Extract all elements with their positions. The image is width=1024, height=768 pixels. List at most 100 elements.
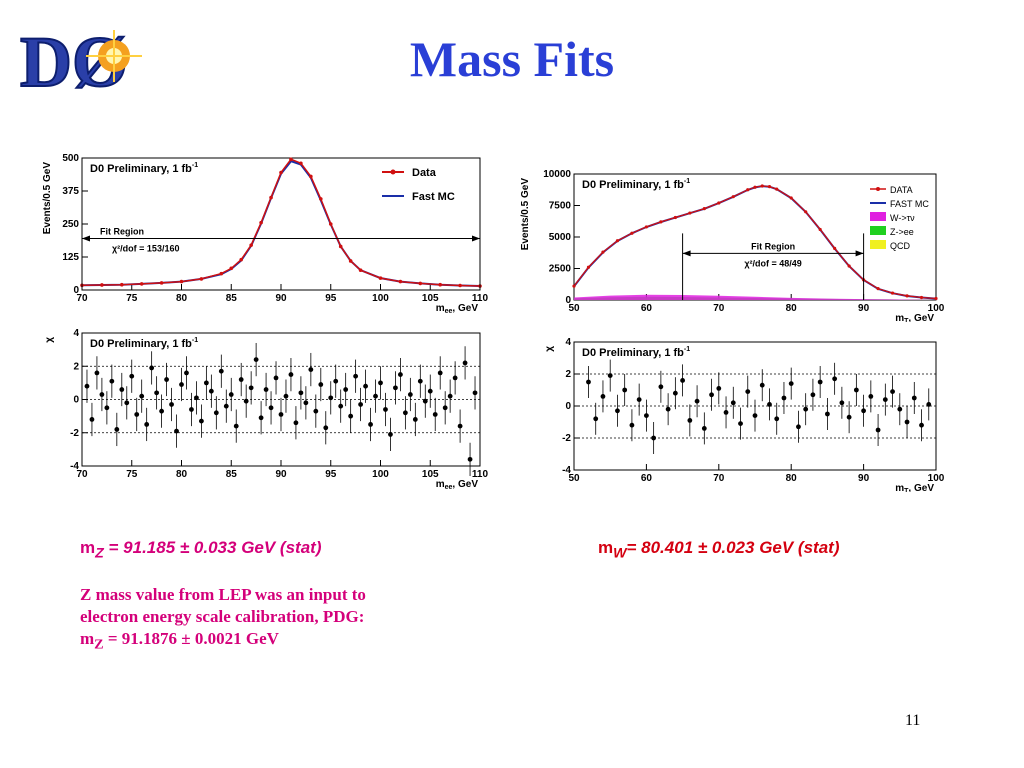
- chi-point: [164, 377, 169, 382]
- chi-point: [99, 392, 105, 397]
- panel-label-sup: -1: [684, 346, 690, 353]
- data-point: [804, 210, 808, 214]
- data-point: [219, 271, 224, 276]
- legend-label: W->τν: [890, 213, 915, 223]
- x-axis-label: mT, GeV: [895, 313, 934, 322]
- z-mass-result: mZ = 91.185 ± 0.033 GeV (stat): [80, 538, 322, 562]
- chi-point: [174, 428, 179, 434]
- x-axis-label-unit: , GeV: [908, 313, 934, 322]
- data-point: [572, 284, 576, 288]
- chi-point: [353, 373, 359, 379]
- data-point: [229, 266, 234, 271]
- x-tick-label: 60: [641, 473, 653, 484]
- y-tick-label: 5000: [549, 232, 572, 243]
- data-point: [890, 291, 895, 295]
- chi-point: [293, 420, 299, 426]
- chi-point: [159, 408, 164, 414]
- chi-point: [730, 400, 736, 406]
- chi-point: [388, 432, 393, 437]
- x-tick-label: 70: [76, 469, 88, 480]
- data-point: [159, 281, 164, 285]
- chi-point: [629, 422, 635, 428]
- x-axis-label-sub: ee: [445, 484, 453, 490]
- chi-point: [333, 378, 339, 384]
- chi-point: [263, 387, 269, 392]
- fit-region-arrow-left: [82, 235, 90, 242]
- chi-point: [615, 408, 620, 414]
- w-mass-result: mW= 80.401 ± 0.023 GeV (stat): [598, 538, 840, 562]
- y-tick-label: -2: [562, 433, 571, 444]
- chi-point: [694, 398, 700, 404]
- data-point: [458, 283, 462, 288]
- fit-region-arrow-right: [472, 235, 480, 242]
- data-point: [753, 185, 757, 189]
- chi-point: [926, 402, 932, 407]
- data-point: [139, 282, 144, 286]
- chi-point: [268, 405, 274, 411]
- x-axis-label-sub: T: [904, 488, 909, 492]
- chi-point: [89, 417, 95, 422]
- data-point: [319, 197, 323, 201]
- chi-point: [861, 408, 866, 414]
- chi-point: [832, 376, 838, 382]
- y-tick-label: 2: [565, 369, 571, 380]
- x-axis-label: mT, GeV: [895, 483, 934, 492]
- data-point: [269, 195, 273, 200]
- legend-swatch-qcd: [870, 240, 886, 249]
- data-point: [688, 211, 692, 215]
- chi-point: [363, 383, 368, 389]
- chi-point: [402, 410, 408, 416]
- data-point: [615, 239, 620, 243]
- chi-point: [184, 370, 189, 376]
- chi-point: [644, 413, 649, 418]
- chi-point: [373, 393, 378, 399]
- chi-point: [437, 370, 443, 376]
- chi-point: [189, 407, 194, 412]
- chi-point: [84, 383, 90, 389]
- y-tick-label: 7500: [549, 201, 572, 212]
- chi-point: [383, 407, 388, 412]
- x-tick-label: 75: [126, 469, 138, 480]
- data-point: [731, 195, 735, 199]
- panel-label: D0 Preliminary, 1 fb-1: [90, 162, 198, 175]
- chi-point: [412, 417, 418, 422]
- chi-point: [154, 390, 160, 396]
- chi-point: [119, 387, 125, 392]
- data-point: [644, 225, 648, 229]
- x-tick-label: 60: [641, 303, 653, 314]
- x-axis-label-unit: , GeV: [452, 479, 478, 490]
- chi-point: [636, 397, 642, 402]
- chi-point: [343, 387, 349, 392]
- chi-point: [233, 423, 239, 429]
- x-tick-label: 100: [928, 473, 945, 484]
- chi-point: [139, 393, 145, 399]
- chi-point: [417, 378, 423, 384]
- chi-point: [716, 386, 722, 391]
- chi-point: [378, 380, 383, 386]
- series-data-line: [573, 185, 937, 300]
- w-chi-plot: 50 60 70 80 90 100 -4 -2 0 2 4 D0 Preliminary, 1 fb…: [544, 337, 945, 492]
- lep-note: Z mass value from LEP was an input to el…: [80, 585, 366, 653]
- data-point: [876, 287, 880, 291]
- slide-title: Mass Fits: [409, 31, 615, 87]
- chi-point: [701, 426, 707, 431]
- x-tick-label: 90: [275, 469, 287, 480]
- legend-data-marker: [876, 187, 880, 191]
- data-point: [833, 246, 837, 250]
- legend-data-label: Data: [412, 167, 437, 179]
- chi-point: [149, 365, 155, 371]
- x-axis-label-unit: , GeV: [452, 303, 478, 314]
- chi-point: [723, 410, 729, 415]
- chi-point: [94, 370, 100, 376]
- chi-point: [658, 384, 664, 390]
- chi-point: [897, 406, 903, 412]
- d0-logo: DØ: [16, 18, 164, 103]
- panel-label-sup: -1: [192, 337, 198, 344]
- data-point: [259, 220, 263, 225]
- x-tick-label: 105: [422, 293, 439, 304]
- data-point: [438, 282, 443, 287]
- x-tick-label: 100: [372, 469, 389, 480]
- y-tick-label: 2500: [549, 264, 572, 275]
- data-point: [239, 257, 243, 262]
- chi-point: [665, 406, 671, 412]
